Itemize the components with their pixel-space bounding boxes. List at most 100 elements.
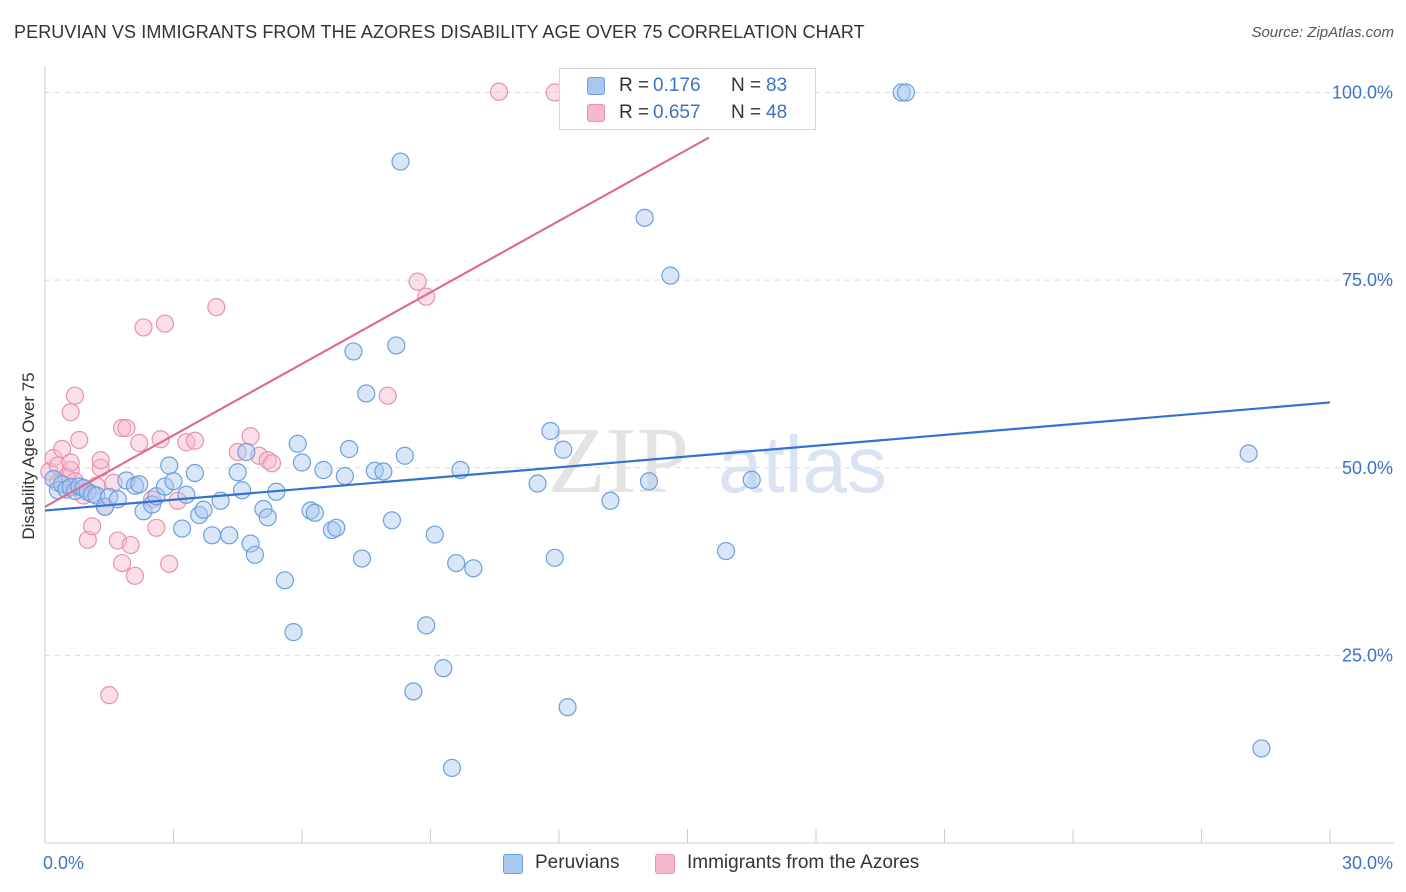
azores-point (83, 517, 102, 536)
peruvian-point (177, 485, 196, 504)
peruvian-point (528, 474, 547, 493)
peruvian-point (155, 477, 175, 496)
peruvian-point (425, 525, 444, 544)
legend-swatch-blue (587, 77, 605, 95)
peruvian-point (160, 456, 179, 475)
peruvian-point (185, 463, 205, 483)
bottom-legend-swatch-pink (655, 854, 675, 874)
peruvian-point (164, 472, 183, 491)
peruvian-point (1252, 739, 1271, 758)
azores-point (147, 518, 166, 537)
peruvian-point (742, 470, 761, 489)
peruvian-point (172, 519, 192, 538)
peruvian-point (284, 623, 303, 642)
azores-point (408, 272, 427, 291)
peruvian-point (395, 446, 414, 465)
peruvian-point (344, 342, 363, 361)
peruvian-point (896, 83, 916, 102)
peruvian-point (305, 503, 324, 522)
azores-point (65, 386, 85, 405)
y-tick-label: 50.0% (1342, 458, 1393, 478)
bottom-legend-swatch-blue (503, 854, 523, 874)
azores-point (53, 439, 72, 459)
y-tick-label: 25.0% (1342, 645, 1393, 665)
peruvian-point (258, 508, 277, 527)
peruvian-trend-line (44, 401, 1331, 512)
azores-point (130, 433, 149, 453)
bottom-legend-label: Peruvians (535, 852, 620, 873)
peruvian-point (292, 453, 312, 472)
peruvian-point (558, 698, 577, 717)
peruvian-point (228, 463, 247, 482)
peruvian-point (374, 462, 393, 481)
azores-point (155, 314, 175, 333)
peruvian-point (541, 421, 560, 441)
peruvian-point (434, 659, 453, 678)
legend-r-label: R = (619, 75, 650, 96)
peruvian-point (442, 758, 462, 778)
azores-point (61, 453, 80, 472)
chart-title: PERUVIAN VS IMMIGRANTS FROM THE AZORES D… (14, 22, 865, 42)
y-tick-label: 75.0% (1342, 270, 1393, 290)
azores-point (160, 554, 179, 573)
y-tick-label: 100.0% (1332, 83, 1393, 103)
peruvian-point (275, 571, 294, 590)
peruvian-point (382, 511, 402, 530)
peruvian-point (661, 266, 680, 285)
azores-point (61, 403, 80, 422)
azores-point (117, 418, 136, 438)
peruvian-point (232, 481, 252, 500)
peruvian-point (639, 472, 659, 491)
azores-point (378, 386, 397, 405)
azores-point (134, 318, 153, 337)
peruvian-point (241, 534, 260, 553)
peruvian-point (327, 518, 346, 537)
peruvian-point (635, 208, 654, 227)
peruvian-point (545, 548, 564, 567)
peruvian-point (220, 526, 239, 545)
peruvian-point (404, 682, 423, 701)
peruvian-point (447, 553, 466, 573)
azores-point (262, 454, 282, 473)
peruvian-point (417, 616, 436, 635)
peruvian-point (352, 549, 372, 568)
peruvian-point (314, 460, 333, 480)
correlation-legend: R = 0.176 N = 83 R = 0.657 N = 48 (559, 68, 816, 130)
azores-point (207, 298, 226, 317)
tick-labels: 25.0% 50.0% 75.0% 100.0% 0.0% 30.0% (43, 83, 1393, 873)
azores-point (70, 430, 89, 450)
azores-point (489, 82, 509, 101)
bottom-legend-label: Immigrants from the Azores (687, 852, 920, 873)
watermark-zip: ZIP (548, 409, 689, 513)
watermark: ZIP atlas (548, 409, 887, 513)
legend-r-value: 0.176 (653, 75, 701, 96)
peruvian-point (892, 83, 911, 102)
peruvian-point (237, 442, 256, 462)
peruvian-point (288, 434, 307, 453)
legend-n-value: 48 (766, 102, 788, 123)
trend-lines (44, 136, 1331, 512)
axes (44, 66, 1394, 844)
azores-point (241, 427, 260, 446)
azores-point (151, 430, 170, 449)
legend-n-label: N = (731, 102, 762, 123)
peruvian-point (194, 500, 213, 519)
source-label: Source: ZipAtlas.com (1251, 24, 1394, 41)
legend-r-label: R = (619, 102, 650, 123)
azores-point (112, 553, 132, 573)
legend-n-label: N = (731, 75, 762, 96)
legend-r-value: 0.657 (653, 102, 701, 123)
peruvian-point (202, 526, 222, 545)
peruvian-point (464, 559, 483, 578)
peruvian-point (340, 439, 359, 459)
x-tick-label: 0.0% (43, 853, 84, 873)
peruvian-point (716, 541, 736, 561)
legend-n-value: 83 (766, 75, 788, 96)
peruvian-point (1239, 444, 1258, 463)
peruvian-point (391, 152, 410, 171)
azores-point (91, 451, 110, 470)
azores-point (125, 566, 145, 585)
y-axis-label: Disability Age Over 75 (19, 372, 38, 539)
peruvian-point (601, 491, 620, 510)
peruvian-point (554, 440, 573, 459)
